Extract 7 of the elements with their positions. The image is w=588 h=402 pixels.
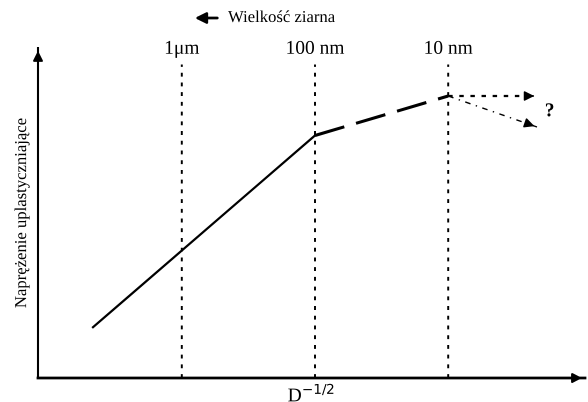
x-tick-label: 10 nm: [425, 40, 472, 54]
text: Wielkość ziarna: [228, 10, 335, 22]
x-tick-label: 100 nm: [287, 40, 344, 54]
annotation: ?: [546, 103, 554, 116]
x-axis-title: D$^{−1/2}$: [288, 384, 334, 402]
x-tick-label: 1μm: [166, 40, 200, 58]
y-axis-title: Naprężenie uplastyczniające: [14, 118, 30, 308]
